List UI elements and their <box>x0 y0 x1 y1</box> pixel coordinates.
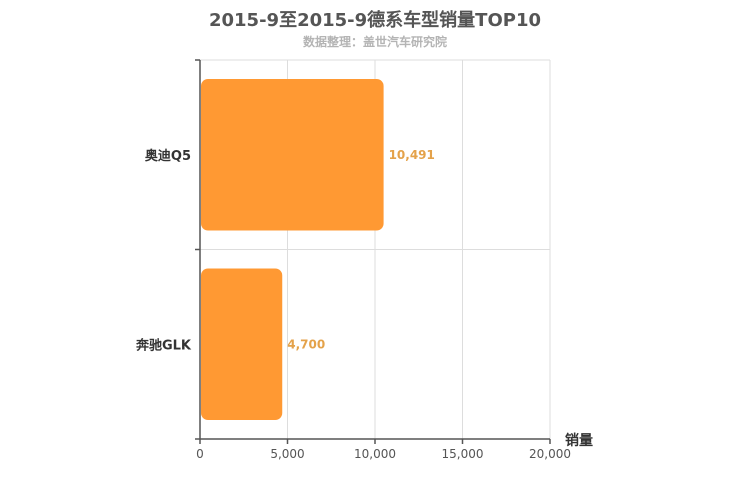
chart-title: 2015-9至2015-9德系车型销量TOP10 <box>208 10 541 31</box>
x-tick-label: 0 <box>196 447 204 461</box>
category-label: 奔驰GLK <box>135 337 192 353</box>
data-label: 10,491 <box>389 148 435 162</box>
bars <box>201 79 384 420</box>
x-tick-label: 5,000 <box>270 447 304 461</box>
tick-labels: 0 5,000 10,000 15,000 20,000 <box>196 447 571 461</box>
x-tick-label: 15,000 <box>442 447 484 461</box>
x-tick-label: 10,000 <box>354 447 396 461</box>
data-labels: 10,491 4,700 <box>287 148 435 352</box>
x-tick-label: 20,000 <box>529 447 571 461</box>
axes <box>195 59 551 444</box>
x-axis-title: 销量 <box>565 432 593 449</box>
data-label: 4,700 <box>287 337 325 351</box>
bar <box>201 268 283 420</box>
chart-subtitle: 数据整理：盖世汽车研究院 <box>302 35 447 49</box>
category-label: 奥迪Q5 <box>145 148 191 164</box>
bar <box>201 79 384 231</box>
category-labels: 奥迪Q5 奔驰GLK <box>135 148 192 354</box>
